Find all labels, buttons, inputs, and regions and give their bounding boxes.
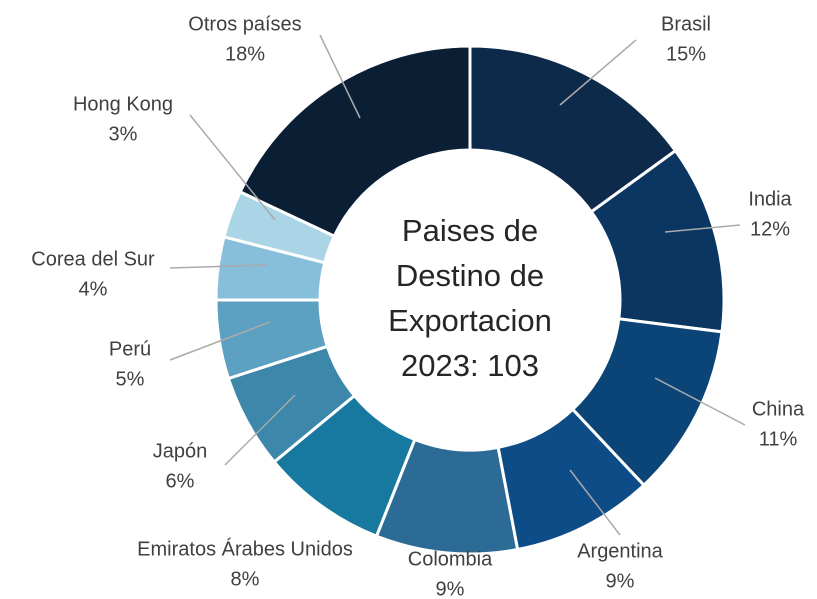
slice-label: Japón [153,440,208,462]
center-box: Paises de Destino de Exportacion 2023: 1… [388,213,552,383]
leader-line [569,469,621,536]
slice-label: Hong Kong [73,93,173,115]
slice-label: Brasil [661,13,711,35]
slice-value-label: 5% [116,368,145,390]
leader-line [664,224,741,233]
slice-value-label: 6% [166,470,195,492]
slice-value-label: 3% [109,123,138,145]
slice [468,44,678,214]
slice-label: Colombia [408,548,493,570]
slice-value-label: 8% [231,568,260,590]
slice-value-label: 15% [666,43,706,65]
leader-line [169,321,271,361]
slice [238,44,472,239]
slice-label: Corea del Sur [31,248,155,270]
leader-line [319,34,361,119]
leader-line [654,377,746,426]
slice-label: India [748,188,792,210]
leader-line [189,114,276,221]
slice-value-label: 12% [750,218,790,240]
slice-value-label: 4% [79,278,108,300]
leader-line [169,264,269,269]
leader-line [224,394,296,466]
slice-value-label: 9% [436,578,465,599]
leader-line [559,39,637,106]
slice-value-label: 9% [606,570,635,592]
slice-value-label: 18% [225,43,265,65]
slice-label: Otros países [188,13,301,35]
slice-label: Emiratos Árabes Unidos [137,537,353,560]
labels: Brasil 15% India 12% China 11% Argentina 9% Colo… [31,13,805,599]
slice-label: China [752,398,805,420]
slice-label: Argentina [577,540,663,562]
chart-title: Paises de Destino de Exportacion 2023: 1… [388,213,552,383]
slice-label: Perú [109,338,151,360]
slice-value-label: 11% [759,428,798,450]
